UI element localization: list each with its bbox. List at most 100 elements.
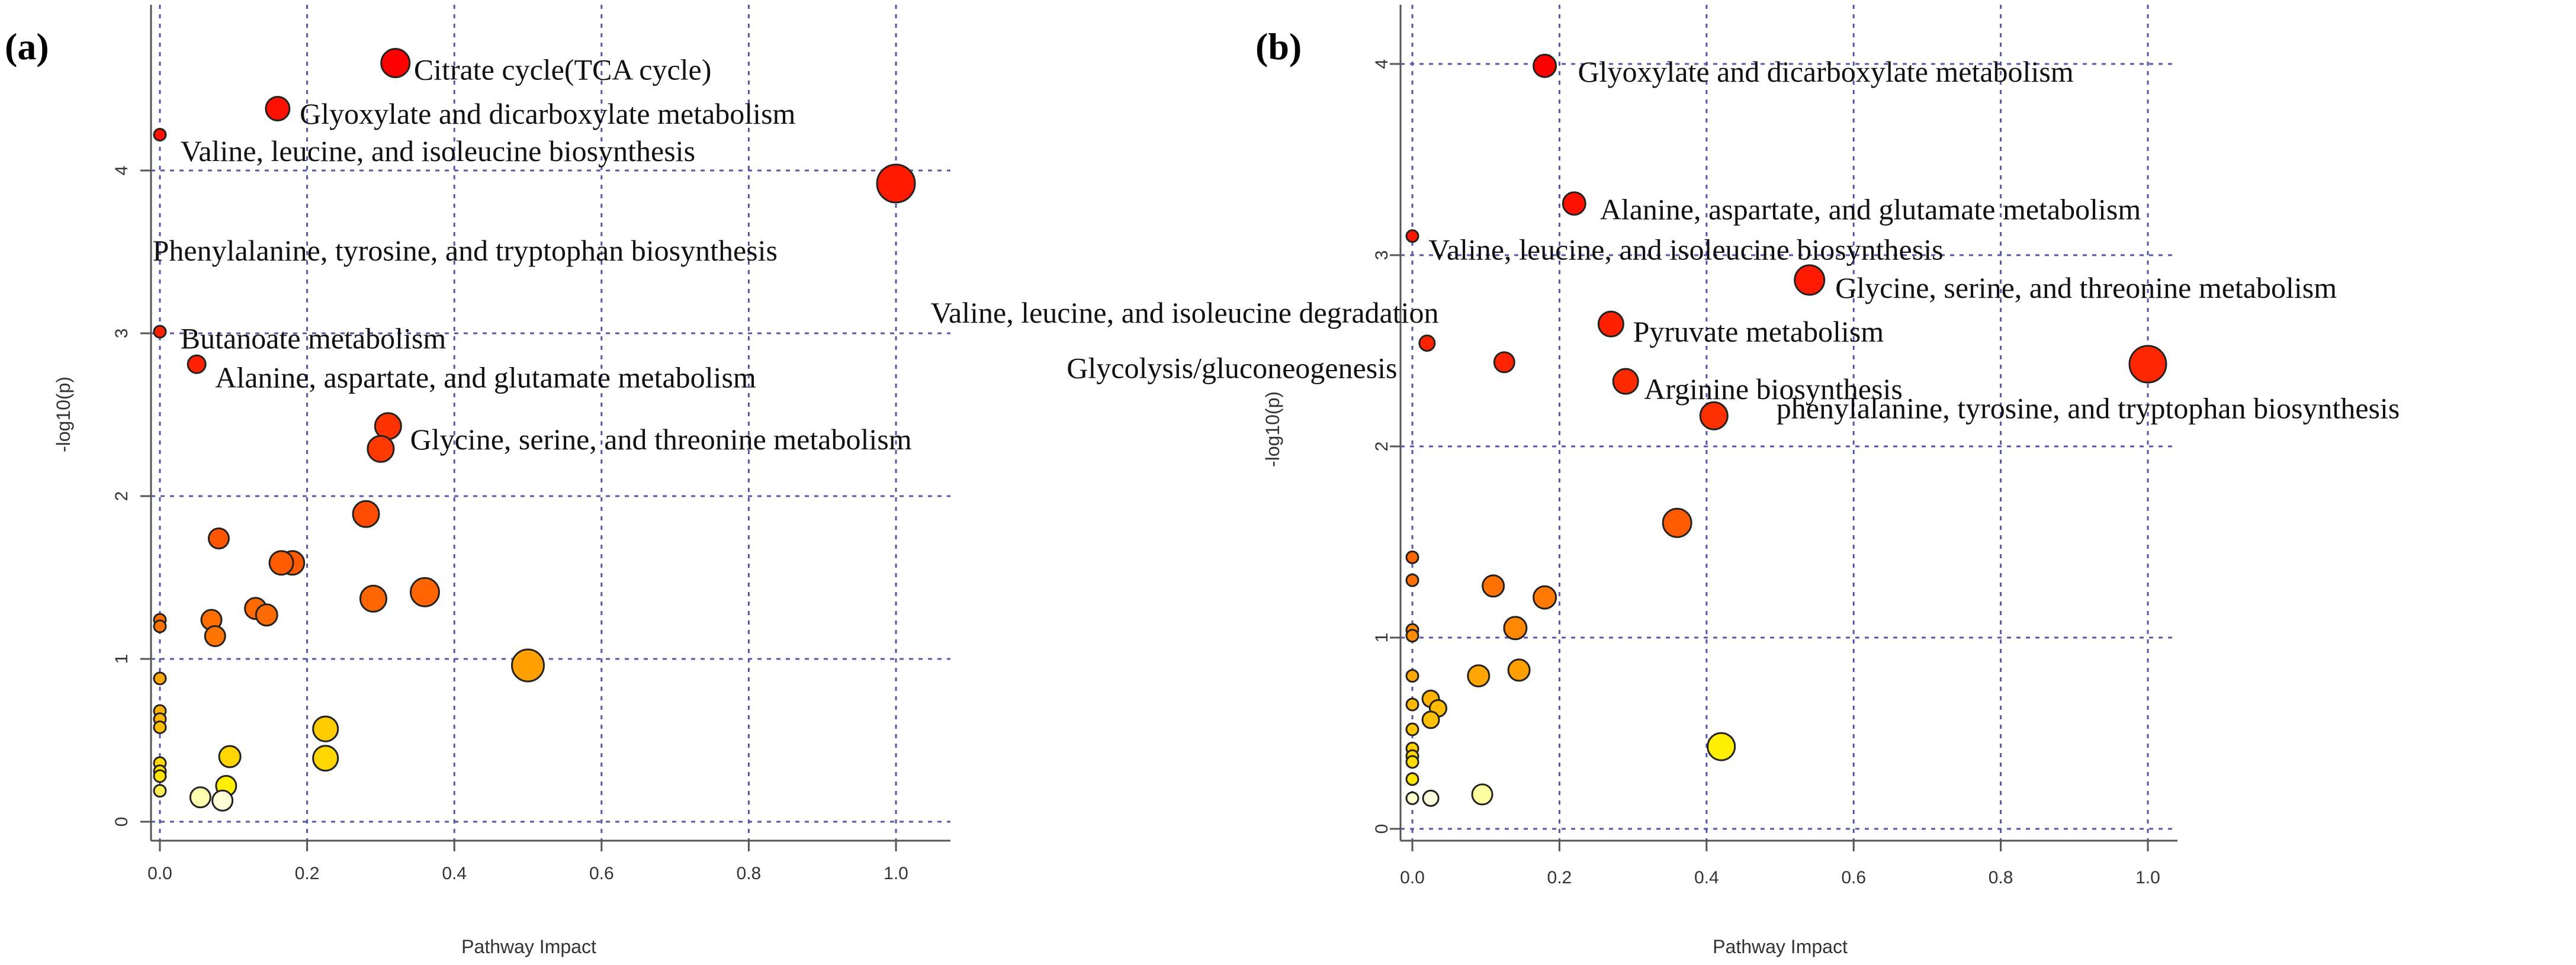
- data-point-b-17: [1405, 629, 1419, 643]
- panel-b-scatter-plot: (b) 0.0 0.2 0.4 0.6 0.8 1.0 0 1 2 3 4 Pathway Impact…: [930, 5, 2400, 957]
- y-axis-label-a: -log10(p): [53, 377, 74, 452]
- data-point-b-3: [1794, 264, 1826, 296]
- x-axis-label-a: Pathway Impact: [461, 936, 596, 957]
- x-tick-label-b-4: 0.8: [1989, 868, 2013, 887]
- data-point-a-32: [153, 784, 167, 798]
- pathway-label-a-6: Glycine, serine, and threonine metabolis…: [410, 423, 912, 456]
- data-point-b-32: [1405, 791, 1419, 805]
- data-point-b-9: [1699, 401, 1729, 430]
- data-point-a-30: [153, 769, 167, 783]
- data-point-b-31: [1471, 783, 1493, 806]
- data-point-b-8: [1612, 368, 1639, 395]
- pathway-label-b-2: Valine, leucine, and isoleucine biosynth…: [1428, 233, 1943, 266]
- y-tick-label-a-0: 0: [112, 817, 131, 827]
- pathway-label-b-3: Glycine, serine, and threonine metabolis…: [1835, 271, 2337, 304]
- data-point-a-26: [218, 745, 242, 768]
- data-point-a-20: [511, 648, 545, 683]
- data-point-b-11: [1405, 550, 1419, 564]
- pathway-label-b-0: Glyoxylate and dicarboxylate metabolism: [1578, 55, 2073, 88]
- y-tick-label-b-4: 4: [1372, 59, 1392, 69]
- panel-label-a: (a): [5, 25, 49, 67]
- pathway-label-a-3: Phenylalanine, tyrosine, and tryptophan …: [153, 234, 778, 267]
- data-point-b-33: [1422, 789, 1440, 807]
- panel-a-scatter-plot: (a) 0.0 0.2 0.4 0.6 0.8 1.0 0 1 2 3 4 Pathway Impact…: [5, 5, 950, 957]
- pathway-label-b-8: phenylalanine, tyrosine, and tryptophan …: [1777, 391, 2400, 424]
- x-tick-label-b-5: 1.0: [2135, 868, 2160, 887]
- data-point-b-22: [1405, 697, 1419, 712]
- data-point-b-1: [1562, 191, 1586, 216]
- data-point-b-15: [1503, 616, 1528, 641]
- y-tick-label-a-3: 3: [112, 329, 131, 339]
- pathway-label-b-5: Pyruvate metabolism: [1633, 315, 1884, 348]
- data-point-a-3: [876, 163, 916, 204]
- x-tick-label-b-3: 0.6: [1841, 868, 1866, 887]
- data-point-b-20: [1405, 669, 1419, 683]
- data-point-b-10: [1662, 507, 1692, 538]
- y-tick-label-a-1: 1: [112, 654, 131, 664]
- pathway-label-a-1: Glyoxylate and dicarboxylate metabolism: [300, 97, 795, 130]
- pathway-label-a-2: Valine, leucine, and isoleucine biosynth…: [181, 134, 695, 168]
- data-point-b-14: [1533, 585, 1557, 610]
- data-point-a-1: [265, 96, 291, 121]
- y-tick-label-b-2: 2: [1372, 442, 1392, 452]
- x-tick-label-a-0: 0.0: [147, 864, 172, 883]
- data-point-a-13: [359, 584, 387, 613]
- data-point-a-19: [204, 625, 226, 647]
- x-tick-label-b-0: 0.0: [1400, 868, 1425, 887]
- pathway-label-a-5: Alanine, aspartate, and glutamate metabo…: [215, 361, 756, 394]
- data-point-b-13: [1482, 574, 1505, 598]
- y-tick-label-b-0: 0: [1372, 824, 1392, 834]
- data-point-a-4: [153, 324, 167, 339]
- data-point-b-7: [2128, 345, 2167, 384]
- data-point-b-0: [1533, 53, 1557, 78]
- pathway-label-a-4: Butanoate metabolism: [181, 321, 447, 355]
- data-point-a-33: [189, 786, 211, 809]
- x-axis-label-b: Pathway Impact: [1713, 936, 1848, 957]
- data-point-a-2: [153, 128, 167, 141]
- x-tick-label-a-5: 1.0: [884, 864, 908, 883]
- x-tick-label-b-2: 0.4: [1694, 868, 1719, 887]
- data-point-a-15: [255, 603, 278, 627]
- data-point-a-5: [187, 354, 207, 374]
- data-point-b-12: [1405, 573, 1419, 587]
- x-tick-label-a-1: 0.2: [295, 864, 320, 883]
- pathway-label-a-0: Citrate cycle(TCA cycle): [414, 53, 712, 86]
- pathway-label-b-6: Glycolysis/gluconeogenesis: [1067, 352, 1397, 385]
- x-tick-label-a-3: 0.6: [589, 864, 614, 883]
- pathway-label-b-1: Alanine, aspartate, and glutamate metabo…: [1600, 192, 2141, 226]
- data-point-a-25: [312, 715, 339, 742]
- data-point-a-8: [352, 500, 380, 528]
- x-tick-label-a-2: 0.4: [442, 864, 467, 883]
- data-point-b-30: [1405, 772, 1419, 786]
- data-point-b-6: [1493, 351, 1515, 374]
- data-point-a-9: [207, 527, 230, 549]
- data-point-b-19: [1467, 664, 1491, 688]
- data-point-a-27: [312, 745, 339, 772]
- data-point-a-12: [409, 577, 440, 607]
- y-tick-label-a-4: 4: [112, 166, 131, 176]
- x-tick-label-b-1: 0.2: [1547, 868, 1572, 887]
- data-point-a-0: [380, 48, 411, 78]
- data-point-b-18: [1507, 658, 1531, 682]
- data-point-b-26: [1707, 732, 1736, 761]
- pathway-label-b-7: Arginine biosynthesis: [1644, 372, 1903, 406]
- data-point-a-34: [211, 789, 234, 812]
- data-point-a-11: [268, 550, 294, 576]
- data-point-a-21: [153, 671, 167, 686]
- y-tick-label-b-3: 3: [1372, 250, 1392, 260]
- y-axis-label-b: -log10(p): [1262, 391, 1283, 467]
- data-point-b-24: [1421, 710, 1440, 729]
- data-point-b-25: [1405, 722, 1419, 736]
- pathway-label-b-4: Valine, leucine, and isoleucine degradat…: [930, 296, 1438, 329]
- y-tick-label-b-1: 1: [1372, 633, 1392, 643]
- data-point-a-18: [153, 619, 167, 633]
- data-point-a-24: [153, 720, 167, 734]
- data-point-b-5: [1418, 334, 1436, 352]
- y-tick-label-a-2: 2: [112, 491, 131, 501]
- data-point-b-4: [1597, 310, 1624, 337]
- data-point-a-7: [367, 435, 395, 463]
- panel-label-b: (b): [1255, 25, 1302, 67]
- data-point-b-2: [1405, 229, 1419, 243]
- data-point-b-29: [1405, 755, 1419, 769]
